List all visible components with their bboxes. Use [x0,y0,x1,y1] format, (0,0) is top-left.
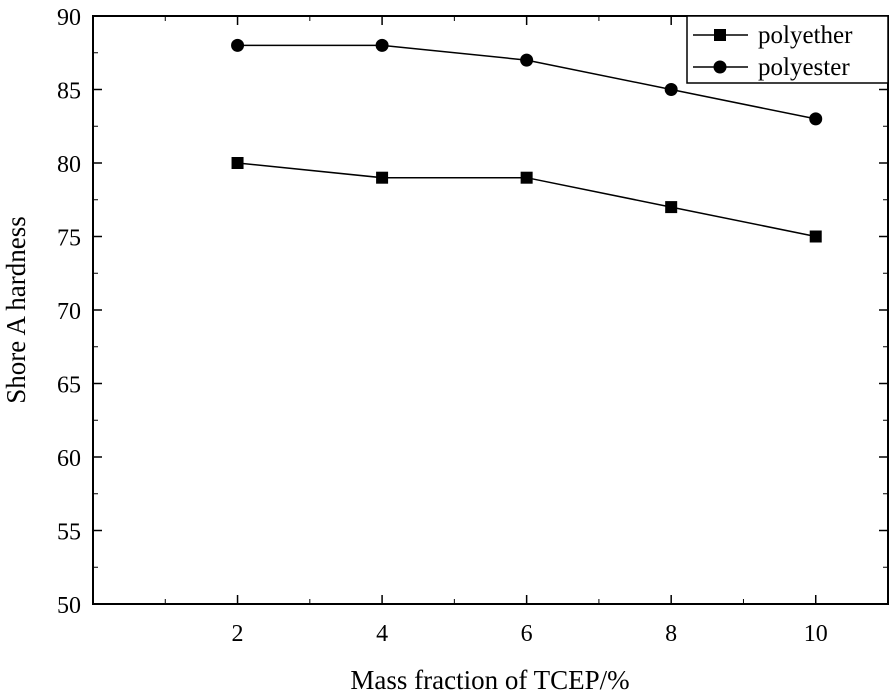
data-point-polyester [520,53,534,67]
x-tick-label: 8 [665,621,677,647]
legend-label-polyester: polyester [758,54,850,81]
y-tick-label: 60 [57,446,81,472]
y-axis-label: Shore A hardness [1,216,31,403]
plot-frame [92,15,889,605]
y-tick-label: 80 [57,152,81,178]
series-layer [231,38,823,243]
data-point-polyester [231,38,245,52]
y-axis: 50 55 60 65 70 75 80 85 90 [57,5,888,619]
data-point-polyester [809,112,823,126]
y-tick-label: 75 [57,226,81,252]
x-tick-label: 2 [232,621,244,647]
data-point-polyester [664,83,678,96]
y-tick-label: 50 [57,593,81,619]
legend-marker-polyester [713,60,727,74]
legend-marker-polyether [714,29,726,41]
data-point-polyether [376,171,389,184]
x-axis-label: Mass fraction of TCEP/% [350,665,629,693]
legend-label-polyether: polyether [758,22,853,49]
y-tick-label: 70 [57,299,81,325]
x-tick-label: 6 [521,621,533,647]
x-tick-label: 10 [804,621,828,647]
data-point-polyether [231,157,244,169]
data-point-polyether [520,171,533,184]
y-tick-label: 55 [57,520,81,546]
data-point-polyester [375,38,389,52]
x-axis: 2 4 6 8 10 [164,16,889,647]
y-tick-label: 85 [57,79,81,105]
x-tick-label: 4 [376,621,388,647]
data-point-polyether [665,201,678,214]
y-tick-label: 65 [57,373,81,399]
y-tick-label: 90 [57,5,81,31]
data-point-polyether [809,230,822,243]
legend: polyether polyester [686,15,889,84]
